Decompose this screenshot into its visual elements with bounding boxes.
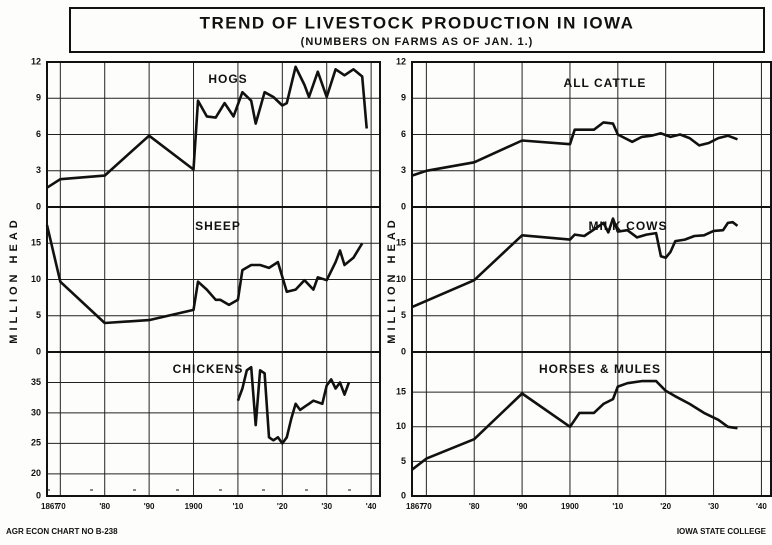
x-tick-label: 1900 — [185, 502, 203, 511]
x-tick-label: '30 — [321, 502, 332, 511]
y-tick-label: 0 — [401, 201, 406, 211]
x-tick-label: '10 — [233, 502, 244, 511]
y-tick-label: 6 — [36, 129, 41, 139]
x-tick-label: '20 — [277, 502, 288, 511]
y-tick-label: 0 — [36, 201, 41, 211]
y-tick-label: 0 — [36, 346, 41, 356]
x-tick-label: '20 — [660, 502, 671, 511]
data-line — [411, 121, 738, 177]
title-box — [69, 7, 765, 53]
panel-label: HORSES & MULES — [539, 362, 661, 376]
y-tick-label: 0 — [401, 346, 406, 356]
y-tick-label: 15 — [31, 238, 41, 248]
panel-frame — [411, 351, 772, 497]
x-tick-label: '70 — [55, 502, 66, 511]
x-tick-label: '30 — [708, 502, 719, 511]
y-tick-label: 30 — [31, 407, 41, 417]
x-tick-label: '40 — [756, 502, 767, 511]
y-tick-label: 3 — [401, 165, 406, 175]
data-line — [411, 217, 739, 309]
y-tick-label: 12 — [31, 56, 41, 66]
x-tick-label: '90 — [144, 502, 155, 511]
y-tick-label: 15 — [396, 387, 406, 397]
y-tick-label: 0 — [36, 490, 41, 500]
chart-subtitle: (NUMBERS ON FARMS AS OF JAN. 1.) — [301, 36, 534, 48]
data-line — [236, 365, 351, 445]
x-tick-label: 1867 — [406, 502, 424, 511]
panel-label: CHICKENS — [173, 362, 244, 376]
y-tick-label: 10 — [396, 274, 406, 284]
data-line — [411, 379, 738, 471]
chart-title: TREND OF LIVESTOCK PRODUCTION IN IOWA — [200, 13, 635, 32]
panel-label: HOGS — [208, 72, 247, 86]
data-line — [46, 65, 368, 189]
footer-left: AGR ECON CHART NO B-238 — [6, 527, 118, 536]
y-tick-label: 25 — [31, 438, 41, 448]
y-tick-label: 0 — [401, 490, 406, 500]
panel-label: ALL CATTLE — [564, 76, 647, 90]
x-tick-label: 1867 — [41, 502, 59, 511]
y-tick-label: 3 — [36, 165, 41, 175]
y-tick-label: 10 — [396, 421, 406, 431]
y-tick-label: 15 — [396, 238, 406, 248]
y-tick-label: 5 — [401, 456, 406, 466]
x-tick-label: '10 — [612, 502, 623, 511]
x-tick-label: '80 — [99, 502, 110, 511]
y-axis-label: MILLION HEAD — [8, 216, 20, 343]
data-line — [45, 224, 364, 325]
y-tick-label: 9 — [401, 93, 406, 103]
panel-label: SHEEP — [195, 219, 241, 233]
footer-right: IOWA STATE COLLEGE — [677, 527, 767, 536]
y-tick-label: 5 — [36, 310, 41, 320]
x-tick-label: '70 — [421, 502, 432, 511]
y-tick-label: 35 — [31, 377, 41, 387]
y-tick-label: 5 — [401, 310, 406, 320]
x-tick-label: '40 — [366, 502, 377, 511]
y-tick-label: 9 — [36, 93, 41, 103]
y-tick-label: 20 — [31, 468, 41, 478]
x-tick-label: '90 — [517, 502, 528, 511]
x-tick-label: 1900 — [561, 502, 579, 511]
panel-frame — [46, 351, 381, 497]
x-tick-label: '80 — [469, 502, 480, 511]
y-tick-label: 10 — [31, 274, 41, 284]
y-tick-label: 6 — [401, 129, 406, 139]
y-axis-label: MILLION HEAD — [386, 216, 398, 343]
y-tick-label: 12 — [396, 56, 406, 66]
